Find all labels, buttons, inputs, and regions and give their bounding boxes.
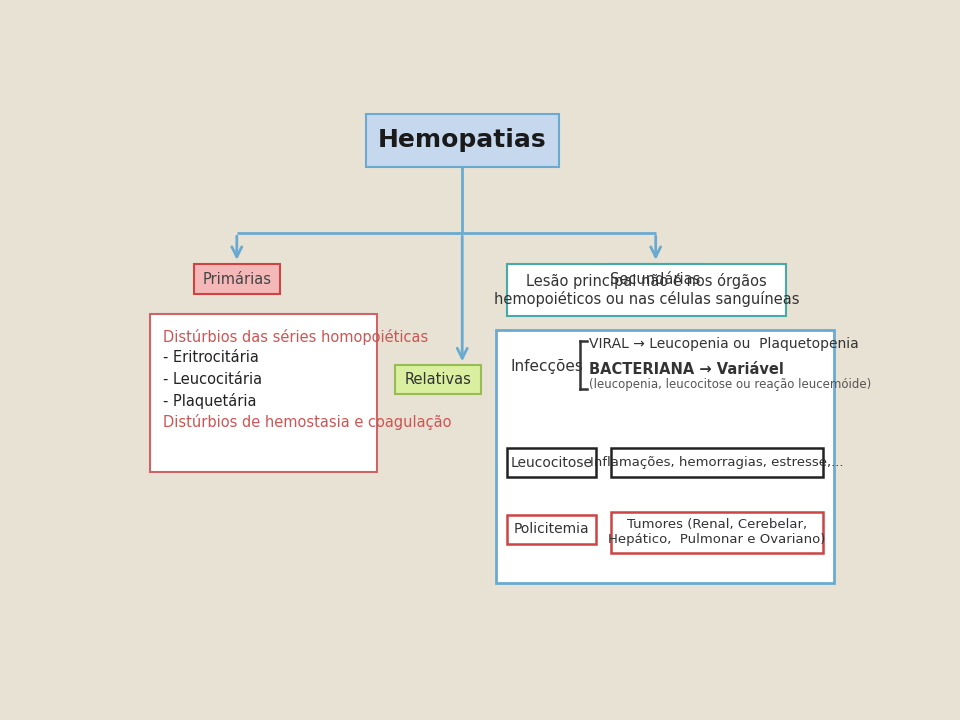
FancyBboxPatch shape xyxy=(507,515,596,544)
Text: BACTERIANA → Variável: BACTERIANA → Variável xyxy=(588,361,783,377)
Text: - Plaquetária: - Plaquetária xyxy=(163,393,256,409)
FancyBboxPatch shape xyxy=(611,449,823,477)
FancyBboxPatch shape xyxy=(495,330,834,582)
Text: (leucopenia, leucocitose ou reação leucemóide): (leucopenia, leucocitose ou reação leuce… xyxy=(588,378,871,391)
Text: Infecções: Infecções xyxy=(511,359,584,374)
FancyBboxPatch shape xyxy=(507,449,596,477)
Text: Primárias: Primárias xyxy=(203,271,272,287)
Text: Lesão principal não é nos órgãos
hemopoiéticos ou nas células sanguíneas: Lesão principal não é nos órgãos hemopoi… xyxy=(493,273,799,307)
Text: Inflamações, hemorragias, estresse,...: Inflamações, hemorragias, estresse,... xyxy=(590,456,844,469)
FancyBboxPatch shape xyxy=(396,365,481,394)
FancyBboxPatch shape xyxy=(366,114,559,167)
FancyBboxPatch shape xyxy=(611,512,823,553)
Text: Distúrbios de hemostasia e coagulação: Distúrbios de hemostasia e coagulação xyxy=(163,414,451,430)
FancyBboxPatch shape xyxy=(507,264,786,317)
FancyBboxPatch shape xyxy=(194,264,280,294)
Text: Tumores (Renal, Cerebelar,
Hepático,  Pulmonar e Ovariano): Tumores (Renal, Cerebelar, Hepático, Pul… xyxy=(609,518,826,546)
Text: Hemopatias: Hemopatias xyxy=(378,128,546,153)
Text: Distúrbios das séries homopoiéticas: Distúrbios das séries homopoiéticas xyxy=(163,329,428,345)
Text: - Eritrocitária: - Eritrocitária xyxy=(163,350,259,365)
Text: Relativas: Relativas xyxy=(404,372,471,387)
Text: - Leucocitária: - Leucocitária xyxy=(163,372,262,387)
Text: VIRAL → Leucopenia ou  Plaquetopenia: VIRAL → Leucopenia ou Plaquetopenia xyxy=(588,337,858,351)
FancyBboxPatch shape xyxy=(608,264,704,294)
Text: Secundárias: Secundárias xyxy=(611,271,701,287)
Text: Policitemia: Policitemia xyxy=(514,523,589,536)
Text: Leucocitose: Leucocitose xyxy=(511,456,592,470)
FancyBboxPatch shape xyxy=(150,314,376,472)
